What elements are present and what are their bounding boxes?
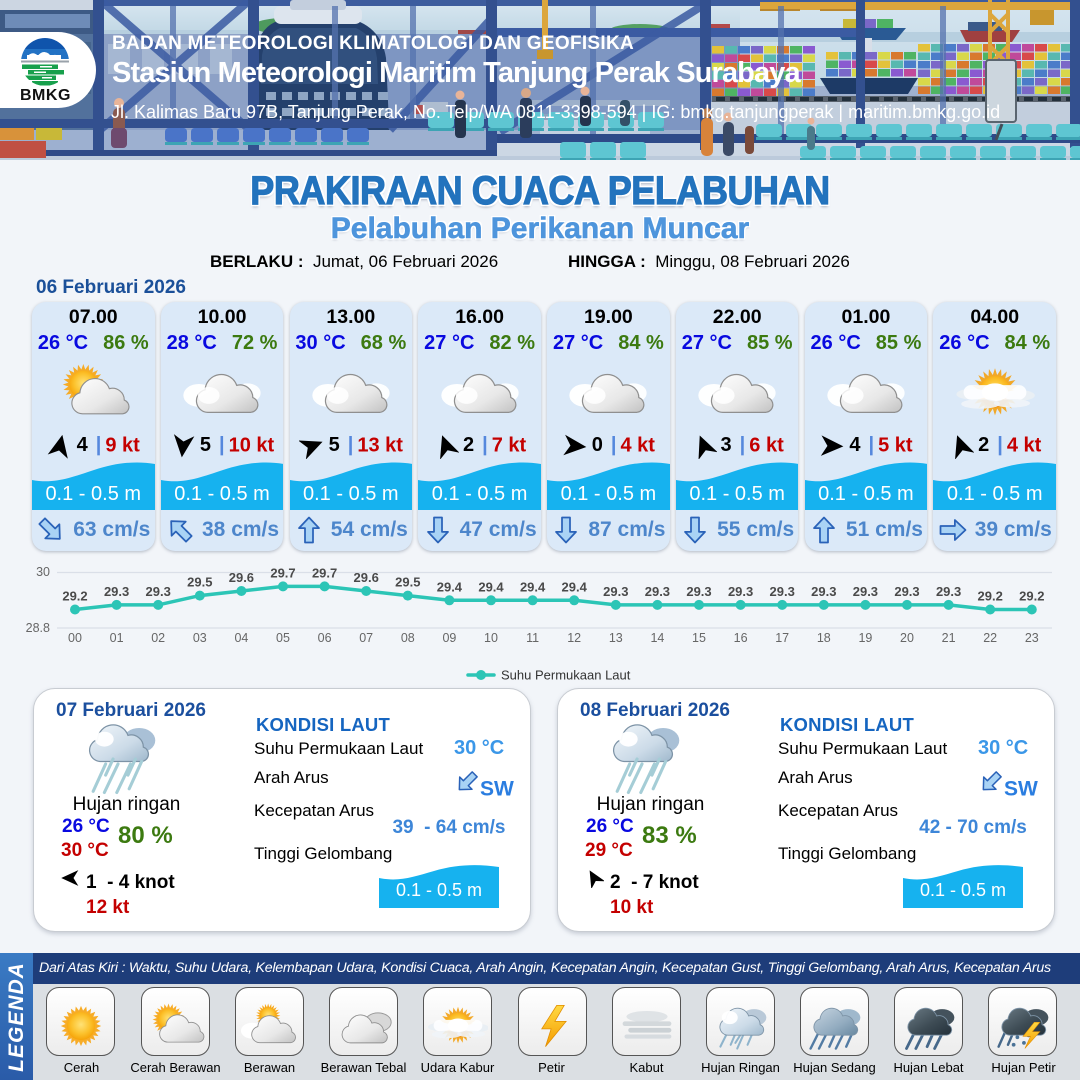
svg-text:29.2: 29.2 xyxy=(1019,589,1044,604)
svg-text:29.6: 29.6 xyxy=(229,570,254,585)
svg-text:29.4: 29.4 xyxy=(437,579,463,594)
svg-text:29.3: 29.3 xyxy=(104,584,129,599)
svg-text:29.3: 29.3 xyxy=(936,584,961,599)
svg-text:03: 03 xyxy=(193,631,207,645)
svg-text:29.3: 29.3 xyxy=(728,584,753,599)
svg-text:29.3: 29.3 xyxy=(146,584,171,599)
svg-text:12: 12 xyxy=(567,631,581,645)
svg-text:29.6: 29.6 xyxy=(354,570,379,585)
svg-text:01: 01 xyxy=(110,631,124,645)
svg-text:29.5: 29.5 xyxy=(187,575,212,590)
svg-text:22: 22 xyxy=(983,631,997,645)
svg-text:17: 17 xyxy=(775,631,789,645)
svg-text:23: 23 xyxy=(1025,631,1039,645)
svg-text:29.4: 29.4 xyxy=(478,579,504,594)
svg-text:29.3: 29.3 xyxy=(770,584,795,599)
svg-text:10: 10 xyxy=(484,631,498,645)
svg-text:29.7: 29.7 xyxy=(312,565,337,580)
svg-text:29.4: 29.4 xyxy=(520,579,546,594)
svg-text:05: 05 xyxy=(276,631,290,645)
svg-text:29.5: 29.5 xyxy=(395,575,420,590)
svg-text:29.2: 29.2 xyxy=(978,589,1003,604)
svg-text:09: 09 xyxy=(442,631,456,645)
svg-text:02: 02 xyxy=(151,631,165,645)
svg-text:29.3: 29.3 xyxy=(894,584,919,599)
svg-text:29.3: 29.3 xyxy=(645,584,670,599)
svg-text:16: 16 xyxy=(734,631,748,645)
svg-text:Suhu Permukaan Laut: Suhu Permukaan Laut xyxy=(501,668,631,683)
svg-text:00: 00 xyxy=(68,631,82,645)
svg-text:04: 04 xyxy=(234,631,248,645)
svg-text:29.3: 29.3 xyxy=(603,584,628,599)
svg-text:21: 21 xyxy=(942,631,956,645)
svg-text:29.3: 29.3 xyxy=(686,584,711,599)
svg-text:08: 08 xyxy=(401,631,415,645)
svg-text:29.7: 29.7 xyxy=(270,565,295,580)
svg-text:15: 15 xyxy=(692,631,706,645)
svg-text:11: 11 xyxy=(526,631,539,645)
svg-text:06: 06 xyxy=(318,631,332,645)
svg-text:13: 13 xyxy=(609,631,623,645)
svg-text:18: 18 xyxy=(817,631,831,645)
svg-text:14: 14 xyxy=(650,631,664,645)
svg-text:07: 07 xyxy=(359,631,373,645)
svg-text:19: 19 xyxy=(858,631,872,645)
svg-text:29.3: 29.3 xyxy=(811,584,836,599)
svg-text:30: 30 xyxy=(36,565,50,579)
svg-text:29.2: 29.2 xyxy=(62,589,87,604)
svg-text:28.8: 28.8 xyxy=(26,621,50,635)
svg-text:29.4: 29.4 xyxy=(562,579,588,594)
svg-text:29.3: 29.3 xyxy=(853,584,878,599)
svg-text:20: 20 xyxy=(900,631,914,645)
